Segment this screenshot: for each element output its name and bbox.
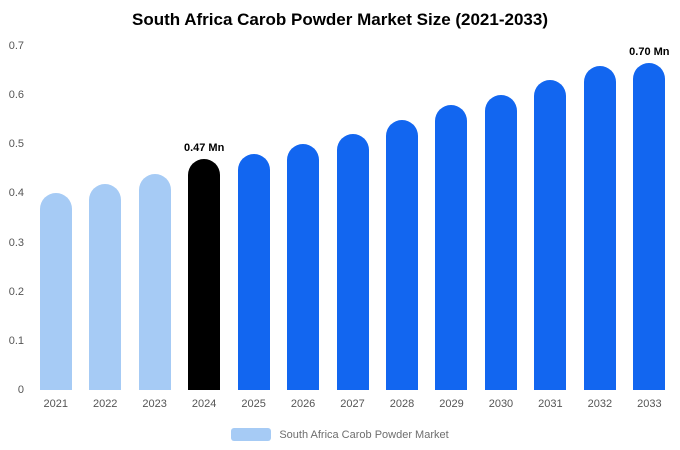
bar-column — [278, 46, 327, 390]
x-tick-label: 2033 — [637, 398, 662, 410]
bar-value-label: 0.70 Mn — [629, 46, 670, 58]
bar-2026[interactable] — [287, 144, 320, 390]
legend-swatch-icon — [231, 428, 272, 441]
legend-label: South Africa Carob Powder Market — [279, 428, 449, 441]
x-tick-label: 2029 — [439, 398, 464, 410]
x-tick-label: 2022 — [92, 398, 118, 410]
bar-2028[interactable] — [386, 119, 419, 390]
plot-area: 0.47 Mn 0.70 Mn — [31, 46, 674, 390]
bars: 0.47 Mn 0.70 Mn — [31, 46, 674, 390]
bar-2033[interactable] — [633, 63, 666, 390]
bar-2030[interactable] — [484, 95, 517, 390]
bar-column: 0.47 Mn — [179, 46, 228, 390]
bar-2029[interactable] — [435, 104, 468, 390]
bar-2031[interactable] — [534, 80, 567, 390]
x-axis: 2021 2022 2023 2024 2025 2026 2027 2028 2029 2030… — [31, 398, 674, 410]
legend[interactable]: South Africa Carob Powder Market — [0, 428, 680, 441]
x-tick-label: 2021 — [43, 398, 68, 410]
bar-2022[interactable] — [89, 183, 122, 390]
x-tick-label: 2027 — [340, 398, 365, 410]
y-tick-label: 0.5 — [8, 138, 24, 151]
y-tick-label: 0.2 — [8, 285, 24, 298]
x-tick-label: 2030 — [488, 398, 514, 410]
bar-column — [575, 46, 624, 390]
bar-2027[interactable] — [336, 134, 369, 390]
x-tick-label: 2023 — [142, 398, 167, 410]
bar-column — [476, 46, 525, 390]
y-tick-label: 0.1 — [8, 334, 24, 347]
y-axis: 0 0.1 0.2 0.3 0.4 0.5 0.6 0.7 — [0, 40, 27, 396]
bar-column — [130, 46, 179, 390]
bar-2032[interactable] — [583, 65, 616, 390]
x-tick-label: 2028 — [389, 398, 415, 410]
bar-column — [328, 46, 377, 390]
x-tick-label: 2032 — [587, 398, 613, 410]
y-tick-label: 0.3 — [8, 236, 24, 249]
x-tick-label: 2025 — [241, 398, 266, 410]
bar-column — [377, 46, 426, 390]
bar-2023[interactable] — [138, 173, 171, 390]
bar-value-label: 0.47 Mn — [183, 142, 225, 155]
chart-title: South Africa Carob Powder Market Size (2… — [131, 10, 548, 29]
bar-column — [80, 46, 129, 390]
bar-column: 0.70 Mn — [625, 46, 674, 390]
y-tick-label: 0.6 — [8, 89, 24, 102]
bar-2024[interactable] — [188, 159, 221, 390]
x-tick-label: 2031 — [538, 398, 563, 410]
y-tick-label: 0.4 — [8, 187, 24, 200]
bar-2025[interactable] — [237, 154, 270, 390]
bar-2021[interactable] — [39, 193, 72, 390]
x-tick-label: 2024 — [191, 398, 217, 410]
y-tick-label: 0.7 — [8, 40, 24, 52]
bar-column — [31, 46, 80, 390]
bar-column — [229, 46, 278, 390]
bar-column — [526, 46, 575, 390]
y-tick-label: 0 — [17, 384, 24, 396]
x-tick-label: 2026 — [290, 398, 316, 410]
bar-column — [427, 46, 476, 390]
